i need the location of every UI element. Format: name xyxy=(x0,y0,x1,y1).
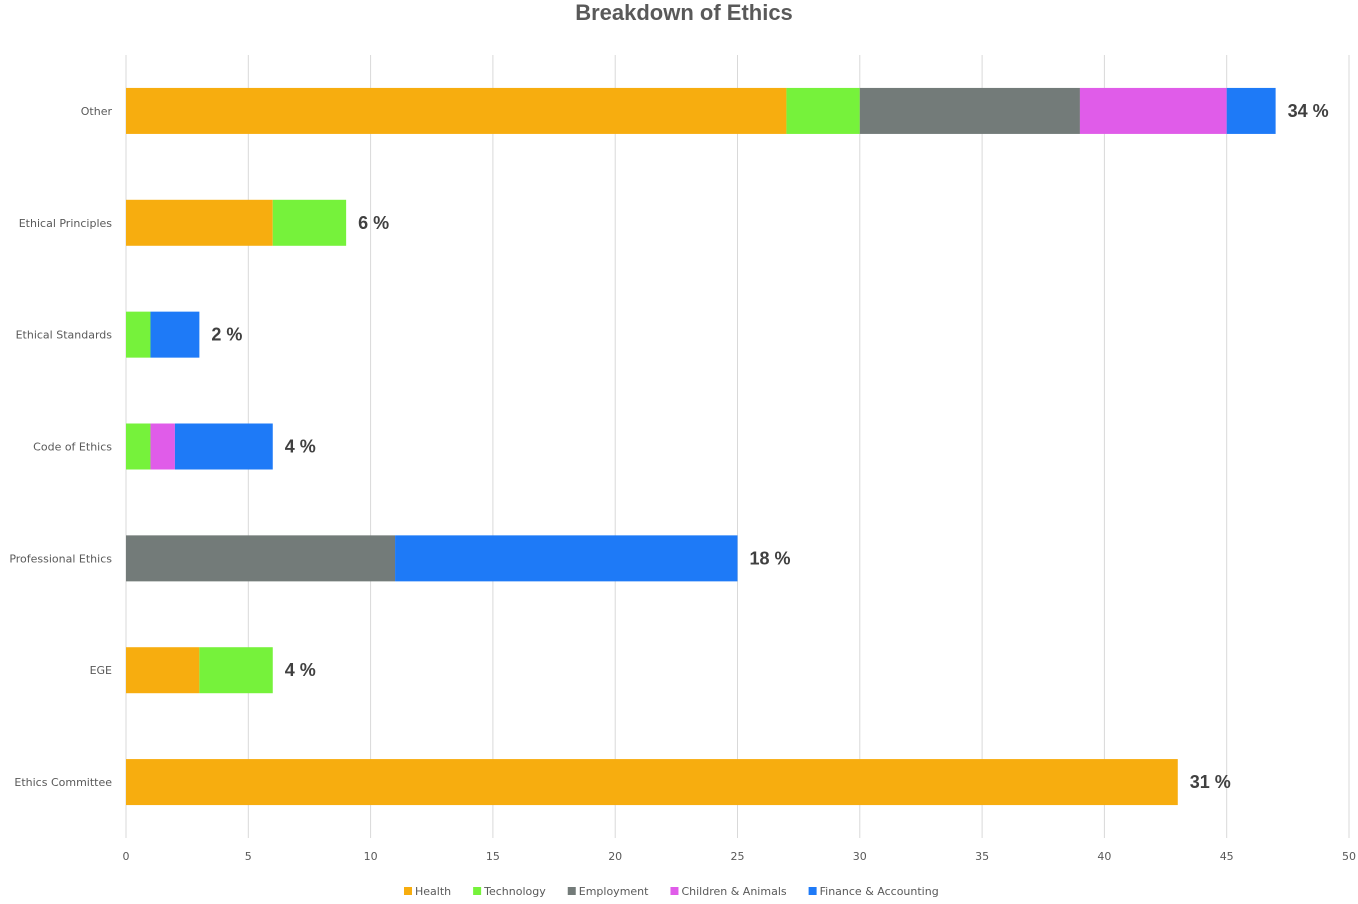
x-tick-label: 25 xyxy=(731,850,745,863)
legend-label: Health xyxy=(415,885,451,898)
x-axis-tick-labels: 0 5 10 15 20 25 30 35 40 45 50 xyxy=(123,850,1357,863)
bar-segment xyxy=(126,759,1178,806)
category-label: Other xyxy=(81,105,113,118)
bar-segment xyxy=(150,311,200,358)
x-tick-label: 35 xyxy=(975,850,989,863)
gridlines xyxy=(125,55,1350,838)
category-label: Ethics Committee xyxy=(14,776,112,789)
bar-segment xyxy=(126,87,787,134)
data-label: 4 % xyxy=(285,660,316,680)
legend-swatch xyxy=(404,887,412,895)
data-label: 31 % xyxy=(1190,772,1231,792)
x-tick-label: 5 xyxy=(245,850,252,863)
x-tick-label: 50 xyxy=(1342,850,1356,863)
data-label: 6 % xyxy=(358,213,389,233)
category-label: Code of Ethics xyxy=(33,441,112,454)
legend-label: Children & Animals xyxy=(681,885,786,898)
chart-title: Breakdown of Ethics xyxy=(575,0,793,25)
x-tick-label: 20 xyxy=(608,850,622,863)
data-label: 18 % xyxy=(750,548,791,568)
data-label: 2 % xyxy=(211,325,242,345)
legend-label: Finance & Accounting xyxy=(820,885,939,898)
legend-swatch xyxy=(567,887,576,895)
bar-segment xyxy=(126,423,151,470)
x-tick-label: 40 xyxy=(1097,850,1111,863)
data-label: 34 % xyxy=(1288,101,1329,121)
bar-segment xyxy=(1079,87,1227,134)
bar-segment xyxy=(395,535,738,582)
category-label: Ethical Principles xyxy=(19,217,113,230)
bar-segment xyxy=(126,647,200,694)
x-tick-label: 30 xyxy=(853,850,867,863)
data-labels: 34 % 6 % 2 % 4 % 18 % 4 % 31 % xyxy=(211,101,1328,792)
bars xyxy=(126,87,1276,806)
x-tick-label: 0 xyxy=(123,850,130,863)
bar-segment xyxy=(126,199,273,246)
bar-segment xyxy=(126,535,396,582)
legend-swatch xyxy=(808,887,817,895)
bar-segment xyxy=(174,423,273,470)
x-tick-label: 10 xyxy=(364,850,378,863)
category-label: Ethical Standards xyxy=(16,329,113,342)
data-label: 4 % xyxy=(285,437,316,457)
category-labels: Other Ethical Principles Ethical Standards… xyxy=(9,105,112,789)
x-tick-label: 45 xyxy=(1220,850,1234,863)
x-tick-label: 15 xyxy=(486,850,500,863)
category-label: EGE xyxy=(90,664,112,677)
bar-segment xyxy=(786,87,860,134)
legend-label: Technology xyxy=(483,885,546,898)
category-label: Professional Ethics xyxy=(9,552,112,565)
bar-segment xyxy=(272,199,347,246)
bar-segment xyxy=(199,647,273,694)
legend-swatch xyxy=(670,887,679,895)
bar-segment xyxy=(126,311,151,358)
legend: Health Technology Employment Children & Ani… xyxy=(404,885,939,898)
legend-label: Employment xyxy=(579,885,649,898)
bar-segment xyxy=(1226,87,1276,134)
bar-segment xyxy=(859,87,1080,134)
legend-swatch xyxy=(473,887,482,895)
bar-segment xyxy=(150,423,175,470)
